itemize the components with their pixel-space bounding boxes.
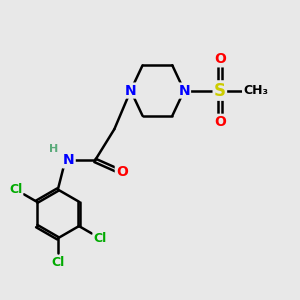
Text: O: O: [214, 52, 226, 66]
Text: Cl: Cl: [51, 256, 64, 269]
Text: N: N: [125, 84, 136, 98]
Text: H: H: [49, 144, 58, 154]
Text: Cl: Cl: [9, 183, 22, 196]
Text: O: O: [116, 165, 128, 179]
Text: N: N: [63, 153, 75, 167]
Text: CH₃: CH₃: [243, 84, 268, 97]
Text: N: N: [178, 84, 190, 98]
Text: S: S: [214, 82, 226, 100]
Text: O: O: [214, 115, 226, 129]
Text: Cl: Cl: [94, 232, 107, 245]
